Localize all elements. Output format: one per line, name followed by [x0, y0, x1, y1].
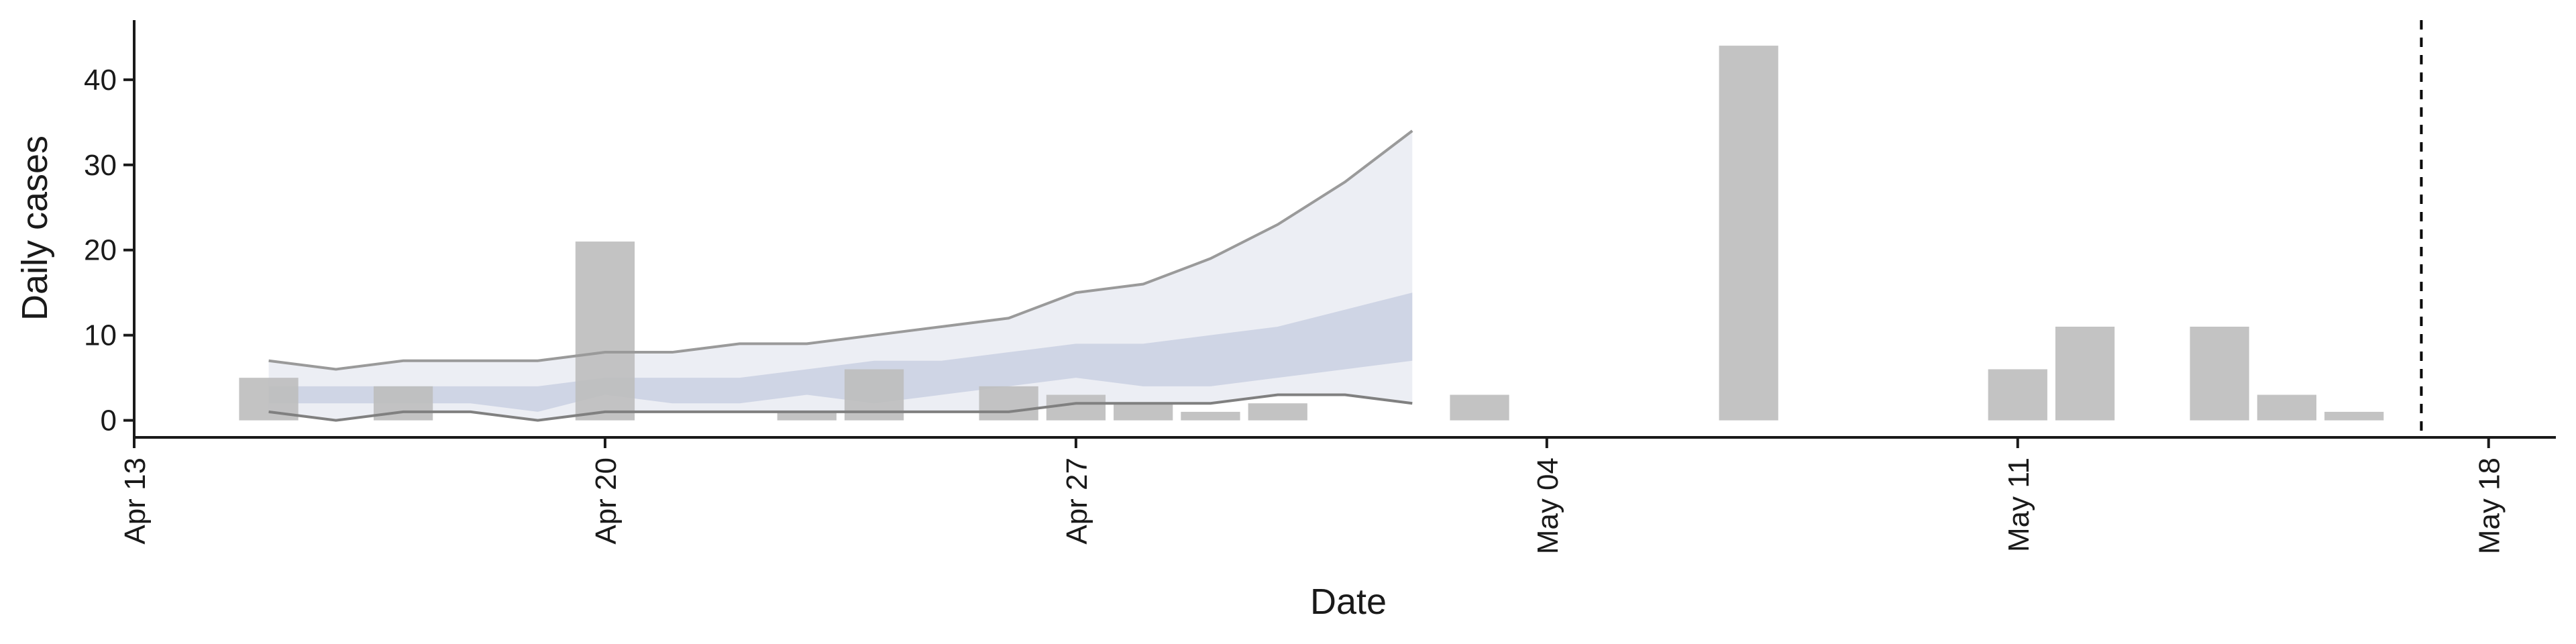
case-bar: [1248, 403, 1307, 421]
y-ticks-layer: 0 10 20 30 40: [84, 64, 134, 437]
case-bar: [575, 241, 635, 421]
case-bar: [777, 411, 837, 421]
y-tick-label: 10: [84, 319, 117, 352]
x-tick-label: May 04: [1532, 458, 1564, 554]
outer-lower-line: [268, 393, 1413, 422]
y-tick-label: 0: [101, 405, 117, 437]
y-axis-title: Daily cases: [15, 136, 55, 321]
y-tick-label: 30: [84, 149, 117, 182]
case-bar: [979, 386, 1038, 421]
x-tick-label: Apr 13: [119, 458, 152, 545]
case-bar: [2055, 326, 2115, 421]
band-lines-layer: [268, 129, 1413, 422]
x-tick-label: May 11: [2002, 458, 2035, 552]
bars-layer: [239, 46, 2384, 421]
case-bar: [1719, 46, 1778, 421]
axes-layer: [133, 20, 2556, 439]
case-bar: [2257, 394, 2317, 421]
x-tick-label: Apr 20: [590, 458, 623, 545]
case-bar: [2324, 411, 2384, 421]
outer-upper-line: [268, 129, 1413, 371]
case-bar: [1114, 403, 1173, 421]
y-tick-label: 40: [84, 64, 117, 97]
case-bar: [2190, 326, 2249, 421]
inner-band-layer: [268, 292, 1413, 412]
case-bar: [1181, 411, 1240, 421]
case-bar: [1046, 394, 1106, 421]
x-tick-label: May 18: [2473, 458, 2506, 554]
y-tick-label: 20: [84, 234, 117, 267]
inner-interval-band: [268, 292, 1413, 412]
case-bar: [1450, 394, 1509, 421]
x-tick-label: Apr 27: [1061, 458, 1093, 545]
case-bar: [1988, 369, 2047, 421]
x-ticks-layer: Apr 13 Apr 20 Apr 27 May 04 May 11 May 18: [119, 437, 2506, 554]
x-axis-title: Date: [1310, 582, 1387, 622]
